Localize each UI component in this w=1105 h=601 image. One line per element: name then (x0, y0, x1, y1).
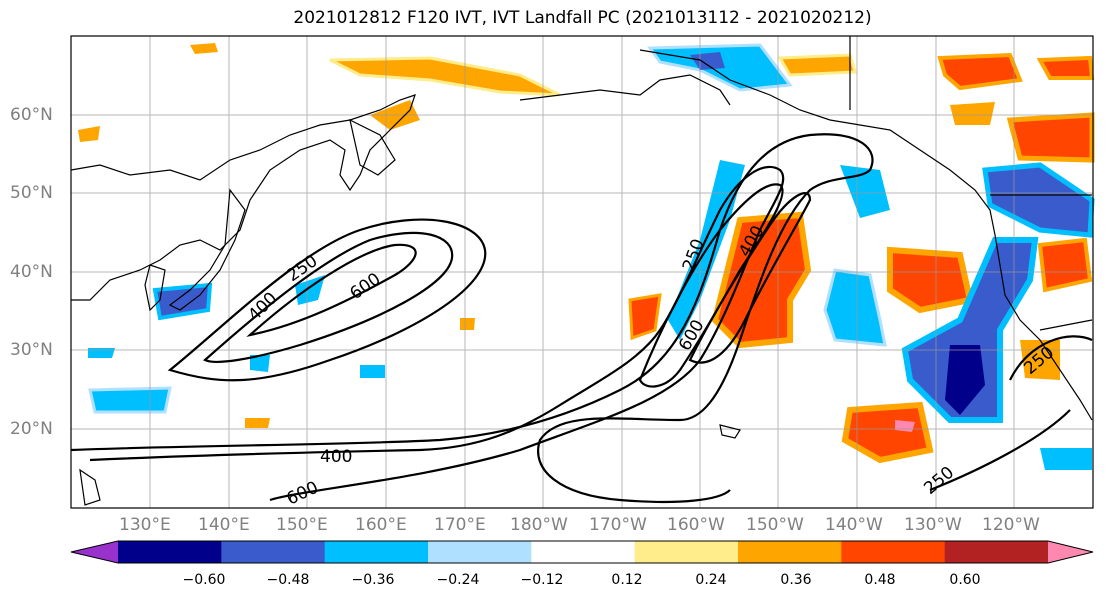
ivt-pc-shading (78, 43, 1095, 470)
colorbar-tick-label: 0.12 (611, 572, 643, 588)
island-coastline (79, 468, 101, 506)
north-america-coastline (639, 49, 1093, 421)
us-mexico-border (1039, 319, 1093, 331)
shade-cool (982, 162, 1095, 238)
contour-250-south (929, 409, 1071, 492)
colorbar-extend-high (1048, 541, 1093, 563)
lat-label: 20°N (10, 419, 53, 439)
lat-label: 50°N (10, 183, 53, 203)
shade-warm (895, 420, 915, 432)
lon-label: 130°W (904, 515, 962, 535)
shade-cool (360, 365, 385, 378)
colorbar-segment (428, 541, 532, 563)
colorbar-segment (324, 541, 429, 563)
shade-warm (329, 56, 561, 97)
colorbar-segment (634, 541, 739, 563)
lon-label: 150°E (276, 515, 328, 535)
colorbar-segment (738, 541, 842, 563)
colorbar-tick-label: 0.60 (949, 572, 981, 588)
contour-600-inner (688, 192, 812, 364)
contour-400-main (89, 165, 785, 502)
contour-600-west (246, 243, 417, 337)
contour-250-southwest (1009, 335, 1093, 381)
shade-cool (840, 165, 890, 218)
shade-cool (88, 386, 172, 414)
lon-label: 170°E (434, 515, 486, 535)
shade-warm (1036, 55, 1095, 80)
contour-label: 400 (320, 447, 352, 467)
shade-warm (950, 102, 995, 125)
map-title: 2021012812 F120 IVT, IVT Landfall PC (20… (293, 8, 872, 28)
shade-warm (937, 52, 1023, 91)
shade-warm (1006, 112, 1095, 163)
shade-warm (190, 43, 218, 54)
shade-warm (628, 293, 662, 341)
ivt-contours (70, 133, 1093, 504)
colorbar-segment (221, 541, 326, 563)
colorbar-tick-label: −0.12 (520, 572, 564, 588)
lat-label: 60°N (10, 105, 53, 125)
kamchatka-coastline (349, 118, 396, 176)
colorbar (70, 540, 1094, 564)
colorbar-tick-label: −0.60 (182, 572, 226, 588)
shade-warm (841, 401, 934, 464)
colorbar-tick-label: −0.24 (436, 572, 480, 588)
korea-coastline (144, 264, 166, 312)
shade-warm (887, 246, 974, 314)
shade-cool (690, 52, 725, 70)
shade-warm (78, 126, 100, 142)
colorbar-tick-label: 0.24 (695, 572, 727, 588)
colorbar-extend-low (71, 541, 118, 563)
lon-label: 140°E (198, 515, 250, 535)
colorbar-segment (118, 541, 222, 563)
shade-warm (245, 418, 270, 428)
shade-cool (1040, 448, 1092, 470)
shade-cool (945, 345, 985, 415)
lon-label: 180°W (510, 515, 568, 535)
coastlines (70, 36, 1093, 506)
lon-label: 150°W (746, 515, 804, 535)
shade-warm (460, 318, 475, 330)
lon-label: 140°W (825, 515, 883, 535)
japan-coastline (168, 188, 246, 311)
shade-cool (152, 282, 213, 321)
shade-warm (1037, 237, 1093, 293)
shade-cool (901, 237, 1039, 423)
hawaii-coastline (719, 424, 741, 439)
asia-coastline (70, 94, 416, 301)
shade-cool (250, 355, 270, 372)
colorbar-segment (531, 541, 636, 563)
contour-250-west (167, 218, 487, 382)
colorbar-segment (944, 541, 1049, 563)
lat-label: 40°N (10, 262, 53, 282)
lat-label: 30°N (10, 340, 53, 360)
map-gridlines (71, 36, 1093, 508)
lon-label: 160°W (667, 515, 725, 535)
contour-600-main (638, 183, 784, 388)
lon-label: 160°E (355, 515, 407, 535)
alaska-coastline (519, 74, 731, 106)
lon-label: 120°W (982, 515, 1040, 535)
colorbar-tick-label: 0.48 (864, 572, 896, 588)
shade-warm (777, 53, 857, 77)
shade-cool (823, 268, 887, 347)
map-frame (70, 35, 1094, 509)
colorbar-outline (70, 540, 1094, 564)
colorbar-tick-label: 0.36 (780, 572, 812, 588)
lon-label: 170°W (589, 515, 647, 535)
contour-400-west (203, 231, 454, 363)
colorbar-tick-label: −0.48 (266, 572, 310, 588)
lon-label: 130°E (119, 515, 171, 535)
colorbar-tick-label: −0.36 (351, 572, 395, 588)
colorbar-segment (841, 541, 946, 563)
contour-250-main (70, 133, 874, 504)
